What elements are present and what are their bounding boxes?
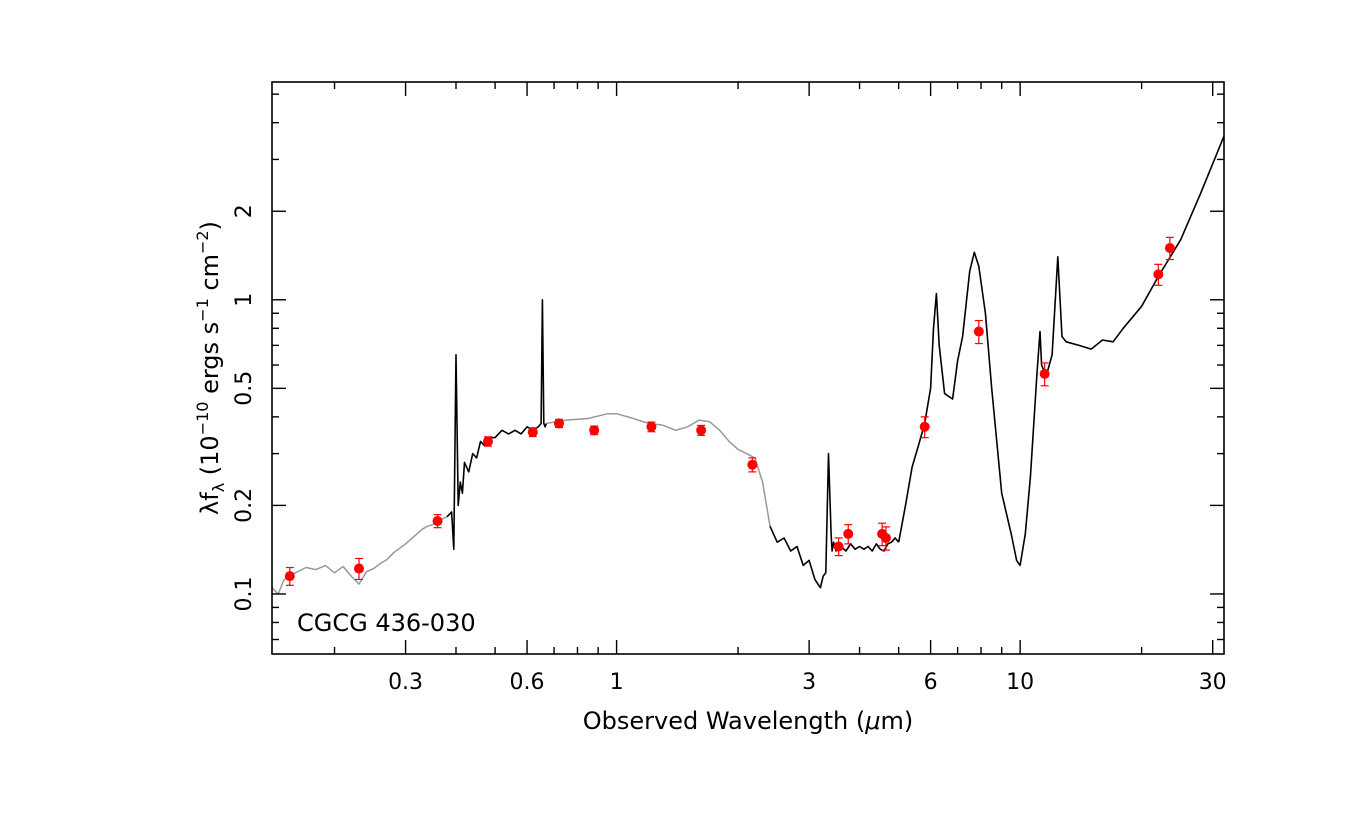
series-line-0 [271,516,448,595]
object-name-label: CGCG 436-030 [297,609,476,637]
x-axis-label: Observed Wavelength (μm) [583,707,914,735]
data-point [833,541,844,552]
data-point [554,418,565,429]
data-point [527,427,538,438]
y-tick-label: 0.2 [232,488,257,523]
data-point [1164,242,1175,253]
data-point [880,532,891,543]
data-point [919,421,930,432]
x-tick-label: 30 [1199,670,1227,695]
photometry-points [284,236,1175,586]
y-tick-label: 2 [232,204,257,218]
data-point [432,516,443,527]
series-line-4 [897,135,1225,567]
data-point [747,459,758,470]
tick-labels: 0.3 0.6 1 3 6 10 30 0.1 0.2 0.5 1 2 [232,204,1227,695]
x-tick-label: 10 [1006,670,1034,695]
series-line-1 [446,298,548,551]
series-line-3 [769,452,900,589]
series-line-2 [546,412,771,527]
axis-ticks [272,82,1224,654]
y-tick-label: 0.5 [232,371,257,406]
x-tick-label: 3 [802,670,816,695]
data-point [696,425,707,436]
data-point [973,326,984,337]
y-tick-label: 0.1 [232,577,257,612]
data-point [646,421,657,432]
plot-frame [271,81,1225,655]
data-point [1039,368,1050,379]
data-point [284,571,295,582]
data-point [843,528,854,539]
data-point [354,563,365,574]
spectrum-lines [271,135,1225,595]
x-tick-label: 1 [610,670,624,695]
data-point [482,436,493,447]
data-point [589,425,600,436]
x-tick-label: 0.3 [388,670,423,695]
data-point [1153,269,1164,280]
y-tick-label: 1 [232,293,257,307]
x-tick-label: 6 [924,670,938,695]
y-axis-label: λfλ (10−10 ergs s−1 cm−2) [193,221,228,515]
x-tick-label: 0.6 [510,670,545,695]
